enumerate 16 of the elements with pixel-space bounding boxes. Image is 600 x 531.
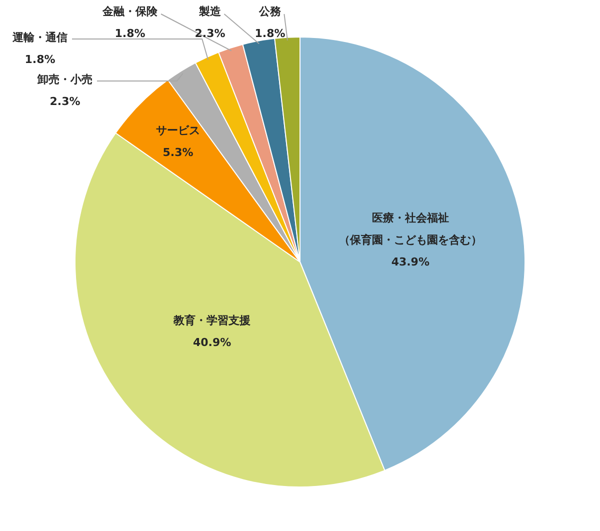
- data-label: 43.9%: [391, 255, 430, 268]
- slice-label: 製造: [198, 5, 222, 18]
- slice-label: 運輸・通信: [12, 31, 68, 44]
- slice-label: 教育・学習支援: [172, 314, 251, 328]
- slice-label: サービス: [156, 124, 200, 138]
- data-label: 1.8%: [24, 53, 56, 66]
- slice-label: 卸売・小売: [36, 73, 92, 86]
- data-label: 1.8%: [254, 27, 286, 40]
- data-label: 1.8%: [114, 27, 146, 40]
- slice-label: 公務: [258, 5, 282, 18]
- slice-label: 金融・保険: [102, 5, 158, 18]
- data-label: 40.9%: [192, 336, 232, 350]
- data-label: 2.3%: [194, 27, 226, 40]
- slice-label: 医療・社会福祉（保育園・こども園を含む）: [338, 211, 482, 246]
- data-label: 5.3%: [162, 146, 194, 160]
- data-label: 2.3%: [50, 95, 80, 108]
